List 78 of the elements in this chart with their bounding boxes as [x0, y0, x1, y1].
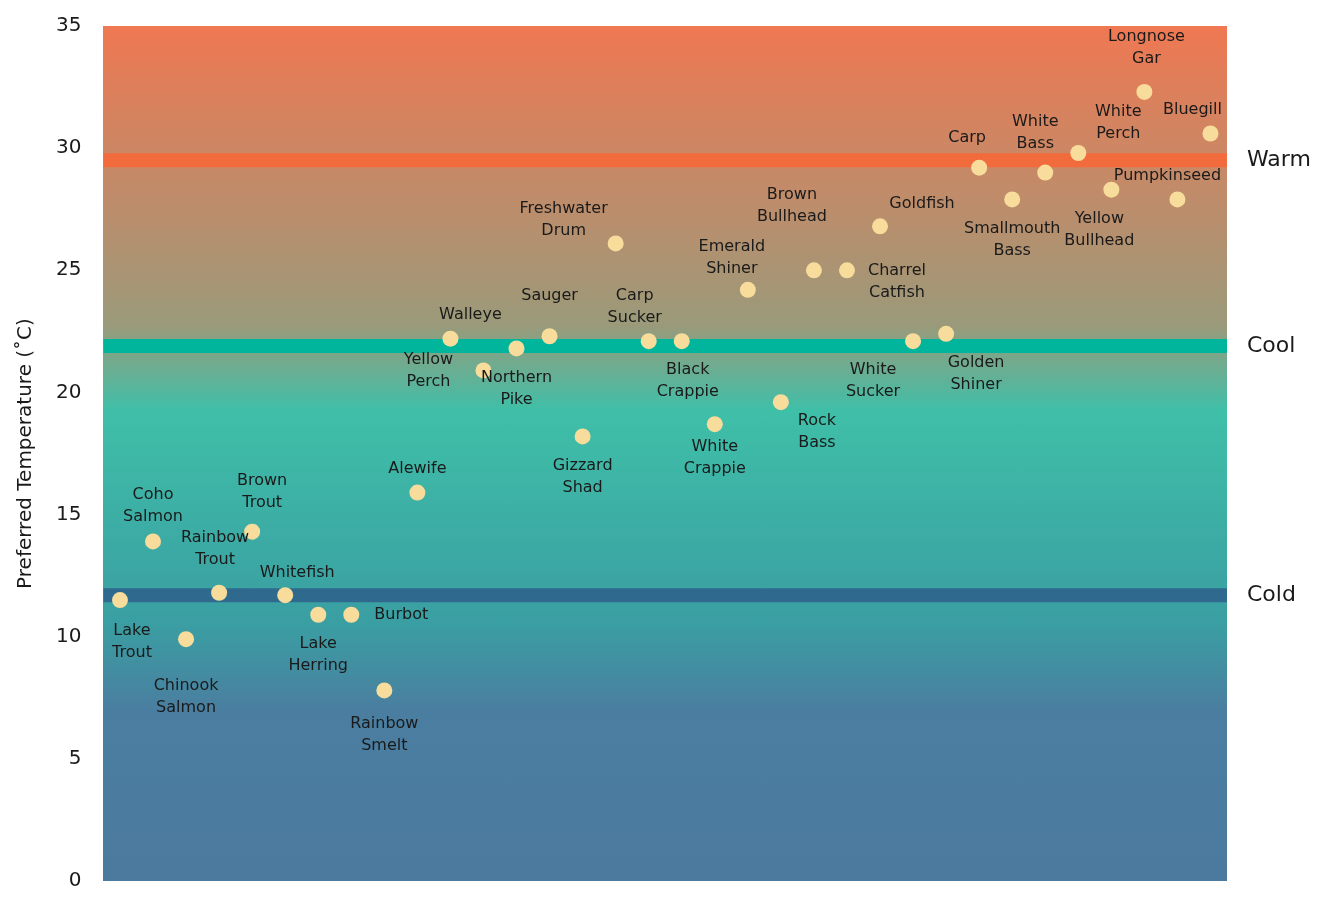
data-label: Alewife: [388, 457, 447, 477]
data-label: Yellow Perch: [402, 348, 454, 390]
point: [111, 592, 128, 609]
data-label: Lake Trout: [111, 620, 152, 662]
data-label: Carp: [948, 126, 987, 146]
data-label: Rainbow Trout: [181, 526, 250, 568]
data-label: Walleye: [439, 303, 502, 323]
point: [310, 606, 327, 623]
data-label: Smallmouth Bass: [964, 217, 1061, 259]
ref-line-label: Cool: [1247, 331, 1296, 357]
data-label: Freshwater Drum: [519, 197, 609, 239]
ref-line-label: Cold: [1247, 580, 1296, 606]
y-tick-label: 35: [56, 12, 82, 37]
data-label: Goldfish: [889, 193, 955, 213]
point: [508, 340, 525, 357]
data-label: Golden Shiner: [947, 351, 1005, 393]
data-label: Yellow Bullhead: [1064, 207, 1135, 249]
point: [277, 587, 294, 604]
data-label: Whitefish: [259, 562, 335, 582]
point: [1169, 191, 1186, 208]
point: [1136, 83, 1153, 100]
data-label: Burbot: [374, 603, 429, 623]
point: [1037, 164, 1054, 181]
point: [905, 333, 922, 350]
data-label: Northern Pike: [481, 366, 553, 408]
data-label: Gizzard Shad: [552, 454, 613, 496]
y-tick-label: 30: [56, 134, 82, 159]
data-label: Bluegill: [1163, 98, 1222, 118]
data-label: Rainbow Smelt: [350, 712, 419, 754]
y-tick-label: 20: [56, 378, 82, 403]
data-label: Brown Trout: [237, 469, 288, 511]
point: [574, 428, 591, 445]
data-label: Longnose Gar: [1107, 26, 1185, 68]
point: [673, 333, 690, 350]
data-label: Chinook Salmon: [153, 675, 220, 717]
data-label: Black Crappie: [656, 359, 719, 401]
point: [872, 218, 889, 235]
point: [211, 584, 228, 601]
point: [706, 416, 723, 433]
y-tick-label: 10: [56, 622, 82, 647]
point: [1202, 125, 1219, 142]
point: [541, 328, 558, 345]
ref-line-label: Warm: [1247, 146, 1311, 172]
data-label: Charrel Catfish: [868, 260, 926, 302]
y-tick-label: 5: [68, 745, 82, 770]
data-label: Rock Bass: [797, 410, 837, 452]
data-label: Coho Salmon: [123, 483, 183, 525]
point: [178, 631, 195, 648]
point: [442, 330, 459, 347]
point: [971, 159, 988, 176]
y-axis-title: Preferred Temperature (˚C): [12, 318, 37, 589]
point: [1004, 191, 1021, 208]
point: [640, 333, 657, 350]
data-label: Carp Sucker: [607, 285, 663, 327]
y-tick-label: 15: [56, 500, 82, 525]
point: [607, 235, 624, 252]
point: [739, 281, 756, 298]
point: [838, 262, 855, 279]
data-label: Sauger: [521, 285, 579, 305]
point: [805, 262, 822, 279]
data-label: Lake Herring: [288, 632, 348, 674]
point: [145, 533, 162, 550]
data-label: White Perch: [1095, 101, 1142, 143]
point: [376, 682, 393, 699]
point: [343, 606, 360, 623]
point: [409, 484, 426, 501]
data-label: White Crappie: [683, 436, 746, 478]
point: [1070, 145, 1087, 162]
point: [772, 394, 789, 411]
data-label: Emerald Shiner: [698, 235, 766, 277]
data-label: White Bass: [1011, 110, 1059, 152]
data-label: Pumpkinseed: [1113, 164, 1222, 184]
point: [938, 325, 955, 342]
y-tick-label: 25: [56, 256, 82, 281]
data-label: Brown Bullhead: [756, 184, 827, 226]
y-tick-label: 0: [68, 867, 82, 892]
data-label: White Sucker: [845, 359, 901, 401]
point: [1103, 181, 1120, 198]
